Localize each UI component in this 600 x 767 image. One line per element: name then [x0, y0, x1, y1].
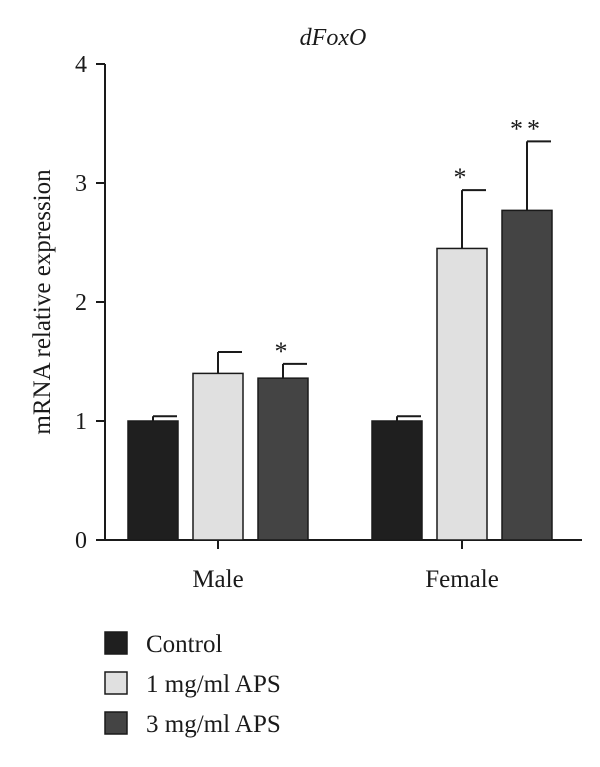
y-tick-label: 1 — [75, 409, 87, 435]
y-tick-label: 0 — [75, 528, 87, 554]
y-tick-label: 3 — [75, 171, 87, 197]
bar — [192, 372, 244, 541]
legend-swatch — [104, 711, 128, 735]
bar — [436, 247, 488, 541]
legend-label: 3 mg/ml APS — [146, 711, 281, 738]
bar — [501, 209, 553, 541]
legend-label: 1 mg/ml APS — [146, 671, 281, 698]
bar — [371, 420, 423, 541]
x-tick-label: Female — [425, 566, 499, 593]
significance-label: * — [454, 163, 471, 192]
x-tick-label: Male — [192, 566, 243, 593]
chart-title: dFoxO — [300, 25, 367, 51]
significance-label: * — [275, 337, 292, 366]
legend-label: Control — [146, 631, 222, 658]
y-axis-label: mRNA relative expression — [29, 169, 56, 435]
y-tick-label: 4 — [75, 52, 87, 78]
legend-swatch — [104, 631, 128, 655]
legend: Control 1 mg/ml APS 3 mg/ml APS — [104, 631, 281, 738]
bar — [127, 420, 179, 541]
significance-label: ** — [510, 114, 544, 143]
legend-swatch — [104, 671, 128, 695]
y-tick-label: 2 — [75, 290, 87, 316]
bar — [257, 377, 309, 541]
